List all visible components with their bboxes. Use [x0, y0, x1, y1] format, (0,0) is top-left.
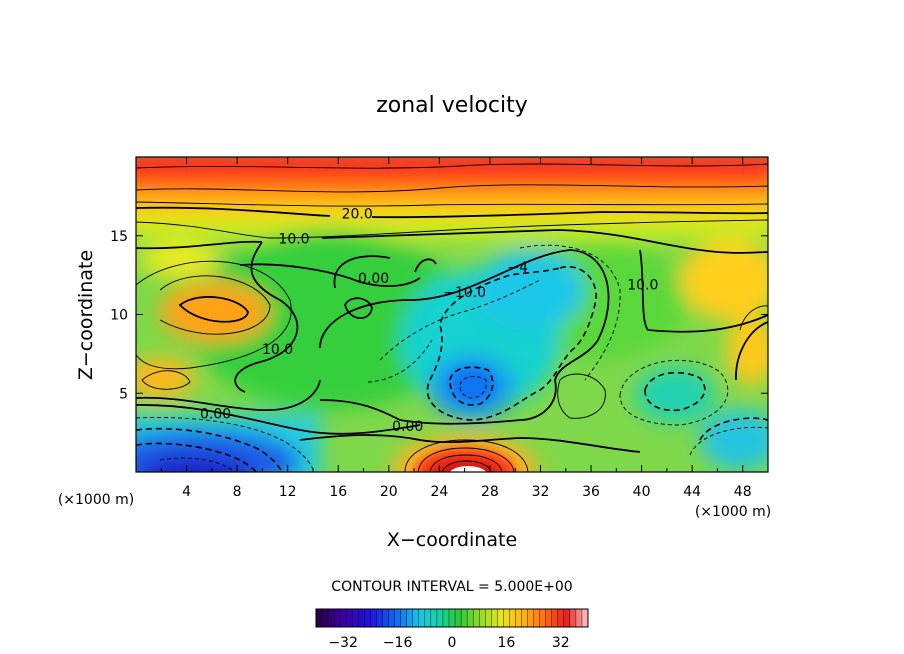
- colorbar-cell: [333, 608, 341, 628]
- contour-label: 0.00: [358, 271, 389, 287]
- colorbar-cell: [430, 608, 438, 628]
- contour-label: −10.0: [443, 285, 486, 301]
- contour-interval-text: CONTOUR INTERVAL = 5.000E+00: [331, 579, 572, 595]
- contour-label: 10.0: [278, 232, 309, 248]
- colorbar-cell: [466, 608, 474, 628]
- colorbar-cell: [545, 608, 553, 628]
- x-tick-label: 16: [329, 484, 347, 500]
- colorbar-cell: [509, 608, 516, 628]
- colorbar-cell: [521, 608, 529, 628]
- colorbar-ticks: −32 −16 0 16 32: [328, 635, 569, 651]
- x-tick-label: 40: [633, 484, 651, 500]
- colorbar-cell: [418, 608, 426, 628]
- colorbar-cell: [376, 608, 383, 628]
- x-tick-label: 28: [481, 484, 499, 500]
- contour-label: −4: [507, 260, 528, 276]
- contour-label: 0.00: [392, 419, 423, 435]
- x-tick-label: 20: [380, 484, 398, 500]
- x-tick-label: 24: [430, 484, 448, 500]
- colorbar-cell: [539, 608, 547, 628]
- x-axis: 4 8 12 16 20 24 28 32 36 40 44 48: [160, 157, 752, 500]
- colorbar-cell: [472, 608, 480, 628]
- x-tick-label: 36: [582, 484, 600, 500]
- colorbar-cell: [370, 608, 377, 628]
- y-tick-label: 5: [119, 386, 128, 402]
- colorbar-cell: [406, 608, 414, 628]
- contour-lines: [136, 163, 768, 472]
- contour-label: 10.0: [627, 277, 658, 293]
- y-axis: 5 10 15: [110, 229, 768, 402]
- colorbar-cell: [321, 608, 329, 628]
- colorbar-cell: [442, 608, 450, 628]
- colorbar: [315, 608, 589, 628]
- colorbar-cell: [358, 608, 365, 628]
- contour-label: 10.0: [262, 342, 293, 358]
- y-tick-label: 15: [110, 229, 128, 245]
- colorbar-cell: [491, 608, 498, 628]
- colorbar-cell: [551, 608, 559, 628]
- colorbar-cell: [503, 608, 510, 628]
- filled-field: [136, 157, 768, 472]
- colorbar-cell: [575, 608, 583, 628]
- colorbar-cell: [436, 608, 444, 628]
- colorbar-cell: [557, 608, 565, 628]
- x-tick-label: 32: [532, 484, 550, 500]
- y-tick-label: 10: [110, 308, 128, 324]
- colorbar-cell: [382, 608, 390, 628]
- colorbar-cell: [454, 608, 462, 628]
- colorbar-cell: [460, 608, 468, 628]
- colorbar-cell: [352, 608, 359, 628]
- contour-labels: 20.0 10.0 0.00 −10.0 −4 10.0 10.0 0.00 0.00: [200, 206, 658, 435]
- x-tick-label: 44: [683, 484, 701, 500]
- colorbar-cell: [327, 608, 335, 628]
- colorbar-tick-label: −32: [328, 635, 358, 651]
- colorbar-cell: [412, 608, 420, 628]
- colorbar-cell: [533, 608, 541, 628]
- x-tick-label: 4: [182, 484, 191, 500]
- colorbar-cell: [394, 608, 402, 628]
- colorbar-tick-label: 0: [448, 635, 457, 651]
- x-tick-label: 48: [734, 484, 752, 500]
- colorbar-cell: [339, 608, 347, 628]
- x-tick-label: 12: [279, 484, 297, 500]
- colorbar-cell: [515, 608, 523, 628]
- x-axis-label: X−coordinate: [387, 529, 517, 551]
- colorbar-cell: [400, 608, 408, 628]
- colorbar-cell: [563, 608, 571, 628]
- chart-title: zonal velocity: [376, 93, 528, 118]
- colorbar-tick-label: −16: [383, 635, 413, 651]
- colorbar-frame: [315, 608, 589, 628]
- colorbar-tick-label: 16: [497, 635, 515, 651]
- colorbar-cell: [569, 608, 577, 628]
- colorbar-cell: [581, 608, 589, 628]
- colorbar-cell: [479, 608, 486, 628]
- colorbar-cell: [388, 608, 396, 628]
- x-unit-right: (×1000 m): [695, 504, 771, 520]
- x-tick-label: 8: [233, 484, 242, 500]
- contour-label: 20.0: [342, 206, 373, 222]
- colorbar-tick-label: 32: [552, 635, 570, 651]
- colorbar-cell: [497, 608, 504, 628]
- colorbar-cell: [485, 608, 492, 628]
- y-axis-label: Z−coordinate: [75, 250, 97, 380]
- colorbar-cell: [424, 608, 432, 628]
- colorbar-cell: [346, 608, 353, 628]
- x-unit-left: (×1000 m): [58, 492, 134, 508]
- contour-label: 0.00: [200, 406, 231, 422]
- colorbar-cell: [364, 608, 371, 628]
- colorbar-cell: [448, 608, 456, 628]
- colorbar-cell: [527, 608, 535, 628]
- colorbar-cell: [315, 608, 323, 628]
